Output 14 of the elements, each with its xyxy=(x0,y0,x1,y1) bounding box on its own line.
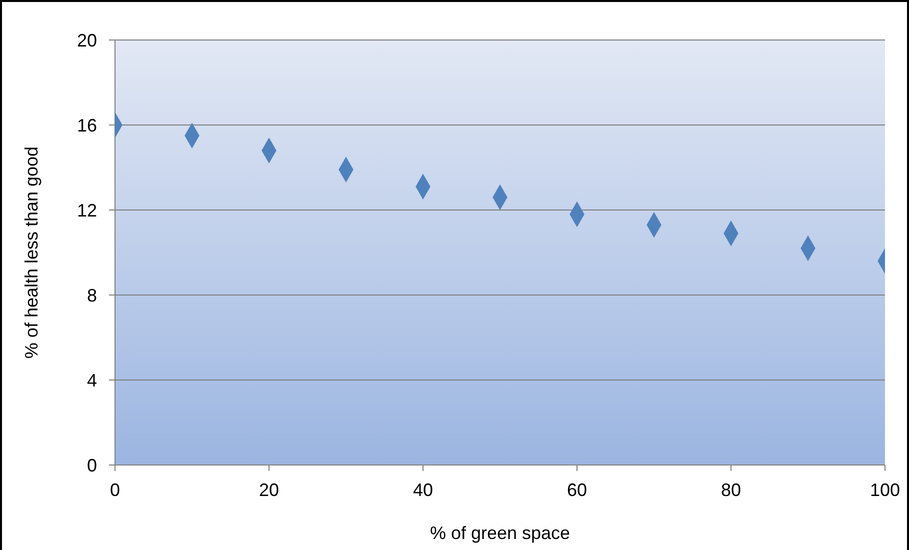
y-tick-label: 20 xyxy=(76,30,97,50)
x-axis-title: % of green space xyxy=(430,523,570,543)
x-tick-label: 0 xyxy=(110,480,120,500)
x-tick-label: 40 xyxy=(412,480,434,500)
x-tick-label: 80 xyxy=(720,480,742,500)
y-tick-label: 0 xyxy=(86,455,97,476)
y-axis-title: % of health less than good xyxy=(21,146,42,359)
x-tick-label: 60 xyxy=(566,480,588,500)
y-tick-label: 8 xyxy=(86,285,97,306)
y-tick-label: 12 xyxy=(76,200,97,220)
x-tick-label: 100 xyxy=(870,480,900,500)
y-tick-label: 16 xyxy=(76,115,97,136)
x-tick-label: 20 xyxy=(258,480,280,500)
y-tick-label: 4 xyxy=(86,370,97,390)
